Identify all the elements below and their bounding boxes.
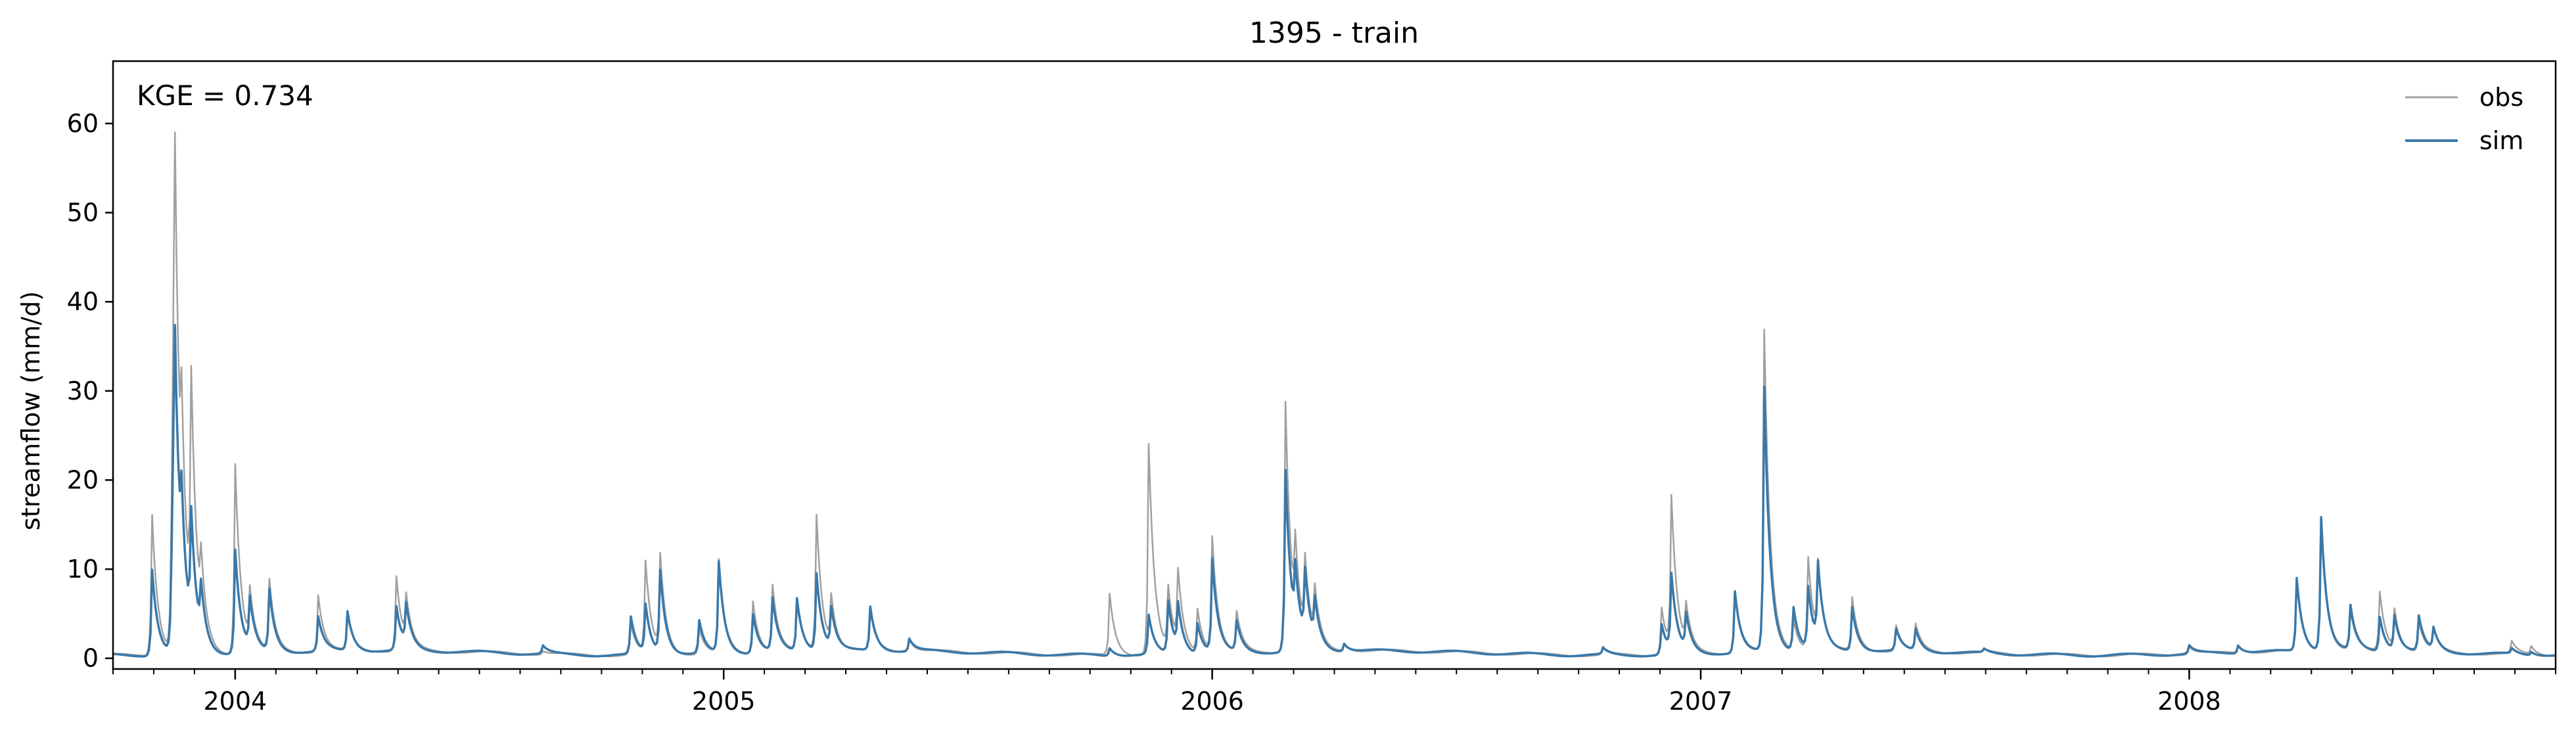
y-tick-label: 40	[67, 287, 99, 316]
y-tick-label: 60	[67, 109, 99, 138]
x-tick-label: 2007	[1669, 687, 1733, 716]
x-tick-label: 2006	[1180, 687, 1244, 716]
y-tick-label: 20	[67, 465, 99, 494]
y-tick-label: 50	[67, 198, 99, 227]
series-line-sim	[112, 323, 2556, 658]
legend: obs sim	[2405, 83, 2523, 155]
y-axis-label: streamflow (mm/d)	[16, 291, 45, 530]
x-tick-label: 2008	[2157, 687, 2221, 716]
x-tick-label: 2004	[203, 687, 267, 716]
plot-frame	[112, 60, 2557, 670]
y-tick-label: 0	[83, 644, 99, 673]
y-tick-label: 10	[67, 555, 99, 584]
kge-annotation: KGE = 0.734	[137, 80, 313, 112]
axis-layer: 0 10 20 30 40 50 60 2004 2005 2006 2007 2008	[67, 109, 2556, 716]
legend-label-obs: obs	[2479, 83, 2523, 112]
chart-title: 1395 - train	[1249, 16, 1419, 50]
series-layer	[112, 131, 2556, 658]
y-tick-label: 30	[67, 377, 99, 405]
x-tick-label: 2005	[692, 687, 756, 716]
legend-label-sim: sim	[2479, 126, 2523, 155]
